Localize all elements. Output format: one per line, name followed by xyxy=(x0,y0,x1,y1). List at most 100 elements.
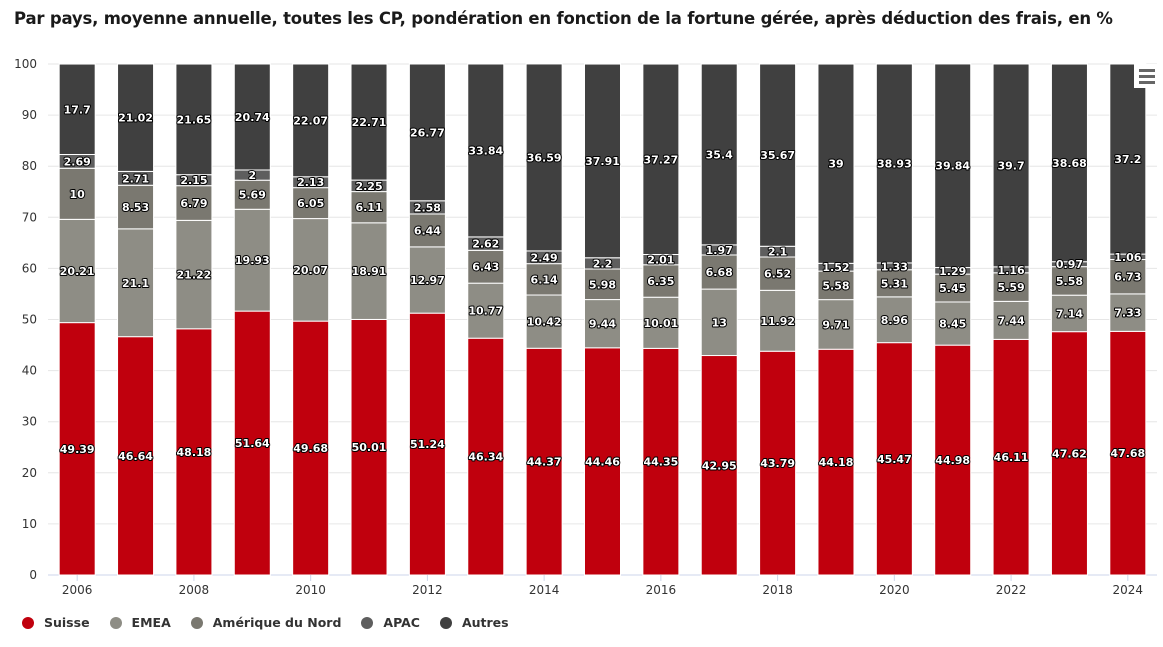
bar-segment-autres-2018[interactable] xyxy=(759,63,797,247)
bar-segment-autres-2007[interactable] xyxy=(117,63,155,172)
bar-segment-am-rique-du-nord-2008[interactable] xyxy=(175,185,213,221)
data-label: 6.79 xyxy=(180,197,207,210)
bar-segment-am-rique-du-nord-2009[interactable] xyxy=(233,179,271,210)
bar-segment-emea-2015[interactable] xyxy=(584,299,621,349)
data-label: 22.71 xyxy=(352,116,387,129)
bar-segment-autres-2013[interactable] xyxy=(467,63,505,238)
bar-segment-emea-2007[interactable] xyxy=(117,228,155,338)
bar-segment-autres-2022[interactable] xyxy=(992,63,1030,268)
bar-segment-suisse-2009[interactable] xyxy=(233,310,271,576)
bar-segment-autres-2011[interactable] xyxy=(350,63,388,181)
bar-segment-autres-2014[interactable] xyxy=(525,63,563,252)
data-label: 46.34 xyxy=(468,451,503,464)
bar-segment-autres-2012[interactable] xyxy=(408,63,446,202)
bar-segment-emea-2020[interactable] xyxy=(875,296,913,344)
data-label: 5.58 xyxy=(822,279,849,292)
bar-segment-autres-2009[interactable] xyxy=(233,63,271,171)
bar-segment-am-rique-du-nord-2021[interactable] xyxy=(934,273,972,303)
legend-item-apac[interactable]: APAC xyxy=(361,615,420,630)
x-tick-label: 2012 xyxy=(412,583,443,597)
data-label: 5.59 xyxy=(998,281,1025,294)
bar-segment-suisse-2023[interactable] xyxy=(1050,331,1088,576)
hamburger-menu-icon xyxy=(1139,69,1155,72)
legend-item-suisse[interactable]: Suisse xyxy=(22,615,90,630)
bar-segment-emea-2012[interactable] xyxy=(408,246,446,314)
bar-segment-autres-2008[interactable] xyxy=(175,63,213,176)
y-tick-label: 10 xyxy=(22,517,37,531)
bar-segment-am-rique-du-nord-2013[interactable] xyxy=(467,249,505,284)
bar-segment-emea-2018[interactable] xyxy=(759,289,797,352)
bar-segment-autres-2020[interactable] xyxy=(875,63,913,264)
bar-segment-emea-2014[interactable] xyxy=(525,294,563,349)
bar-segment-suisse-2020[interactable] xyxy=(875,342,913,576)
legend-marker-icon xyxy=(190,616,203,629)
y-tick-label: 20 xyxy=(22,466,37,480)
data-label: 35.67 xyxy=(760,149,795,162)
bar-segment-suisse-2006[interactable] xyxy=(58,322,96,576)
bar-segment-autres-2021[interactable] xyxy=(934,63,972,269)
bar-segment-am-rique-du-nord-2007[interactable] xyxy=(117,184,155,230)
bar-segment-autres-2016[interactable] xyxy=(642,63,680,256)
data-label: 2.71 xyxy=(122,172,149,185)
bar-segment-autres-2024[interactable] xyxy=(1109,63,1147,255)
bar-segment-suisse-2019[interactable] xyxy=(817,348,855,576)
bar-segment-am-rique-du-nord-2014[interactable] xyxy=(525,263,563,296)
bar-segment-suisse-2007[interactable] xyxy=(117,336,155,576)
legend-item-am-rique-du-nord[interactable]: Amérique du Nord xyxy=(190,615,341,630)
data-label: 39.84 xyxy=(935,160,970,173)
legend-item-emea[interactable]: EMEA xyxy=(109,615,171,630)
data-label: 48.18 xyxy=(177,446,212,459)
bar-segment-emea-2009[interactable] xyxy=(233,208,271,312)
data-label: 47.62 xyxy=(1052,447,1087,460)
bar-segment-am-rique-du-nord-2016[interactable] xyxy=(642,264,680,298)
y-tick-label: 100 xyxy=(14,57,37,71)
data-label: 44.98 xyxy=(935,454,970,467)
bar-segment-am-rique-du-nord-2015[interactable] xyxy=(584,268,621,301)
bar-segment-suisse-2015[interactable] xyxy=(584,347,621,576)
data-label: 2.2 xyxy=(593,257,613,270)
bar-segment-am-rique-du-nord-2019[interactable] xyxy=(817,270,855,301)
bar-segment-am-rique-du-nord-2006[interactable] xyxy=(58,167,96,220)
data-label: 10.42 xyxy=(527,316,562,329)
bar-segment-emea-2022[interactable] xyxy=(992,300,1030,340)
bar-segment-am-rique-du-nord-2010[interactable] xyxy=(292,187,330,220)
bar-segment-emea-2017[interactable] xyxy=(700,288,738,357)
bar-segment-suisse-2013[interactable] xyxy=(467,337,505,576)
bar-segment-autres-2017[interactable] xyxy=(700,63,738,246)
bar-segment-suisse-2008[interactable] xyxy=(175,328,213,576)
bar-segment-emea-2013[interactable] xyxy=(467,282,505,339)
legend-item-autres[interactable]: Autres xyxy=(439,615,509,630)
data-label: 6.73 xyxy=(1114,271,1141,284)
bar-segment-suisse-2012[interactable] xyxy=(408,312,446,576)
legend: Suisse EMEA Amérique du Nord APAC Autres xyxy=(22,615,529,630)
bar-segment-autres-2015[interactable] xyxy=(584,63,621,259)
bar-segment-autres-2019[interactable] xyxy=(817,63,855,264)
bar-segment-emea-2006[interactable] xyxy=(58,218,96,324)
bar-segment-autres-2006[interactable] xyxy=(58,63,96,155)
data-label: 18.91 xyxy=(352,265,387,278)
bar-segment-autres-2023[interactable] xyxy=(1050,63,1088,263)
data-label: 44.18 xyxy=(819,456,854,469)
bar-segment-suisse-2017[interactable] xyxy=(700,355,738,576)
data-label: 1.06 xyxy=(1114,251,1141,264)
legend-label: Suisse xyxy=(44,615,90,630)
bar-segment-emea-2019[interactable] xyxy=(817,299,855,350)
bar-segment-emea-2010[interactable] xyxy=(292,218,330,322)
bar-segment-am-rique-du-nord-2024[interactable] xyxy=(1109,259,1147,295)
legend-marker-icon xyxy=(22,616,34,629)
bar-segment-suisse-2010[interactable] xyxy=(292,320,330,576)
bar-segment-suisse-2011[interactable] xyxy=(350,318,388,576)
bar-segment-emea-2023[interactable] xyxy=(1050,294,1088,333)
data-label: 33.84 xyxy=(468,144,503,157)
bar-segment-emea-2011[interactable] xyxy=(350,222,388,320)
bar-segment-autres-2010[interactable] xyxy=(292,63,330,178)
bar-segment-emea-2021[interactable] xyxy=(934,301,972,346)
data-label: 0.97 xyxy=(1056,258,1083,271)
chart-menu-button[interactable] xyxy=(1134,64,1160,88)
bar-segment-emea-2008[interactable] xyxy=(175,219,213,330)
data-label: 12.97 xyxy=(410,274,445,287)
bar-segment-am-rique-du-nord-2011[interactable] xyxy=(350,191,388,224)
bar-segment-emea-2016[interactable] xyxy=(642,296,680,349)
bar-segment-am-rique-du-nord-2020[interactable] xyxy=(875,269,913,298)
